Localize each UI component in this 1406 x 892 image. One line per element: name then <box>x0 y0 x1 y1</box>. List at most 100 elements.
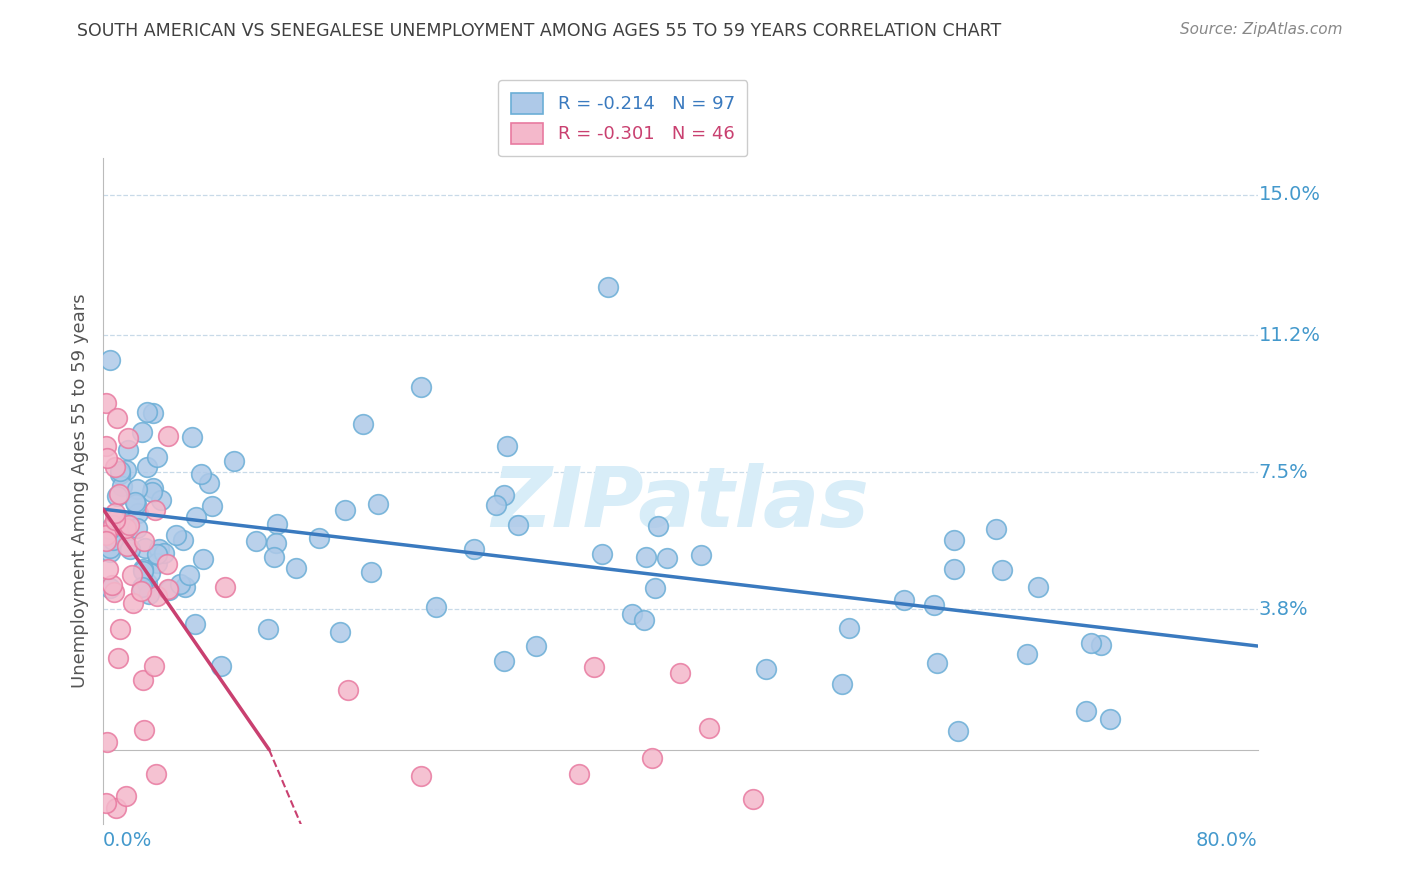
Point <box>132 564 155 578</box>
Point <box>308 531 330 545</box>
Point <box>98 581 121 595</box>
Point <box>214 580 236 594</box>
Point <box>121 568 143 582</box>
Point <box>120 541 142 556</box>
Point <box>129 583 152 598</box>
Point <box>117 431 139 445</box>
Point <box>108 464 131 478</box>
Point <box>96 734 118 748</box>
Point <box>893 593 915 607</box>
Point <box>135 576 157 591</box>
Point <box>927 656 949 670</box>
Point <box>285 561 308 575</box>
Point <box>463 541 485 556</box>
Point <box>135 405 157 419</box>
Point <box>184 510 207 524</box>
Point <box>138 587 160 601</box>
Point <box>367 497 389 511</box>
Point <box>177 568 200 582</box>
Point <box>132 562 155 576</box>
Point <box>263 550 285 565</box>
Point <box>184 616 207 631</box>
Point <box>125 521 148 535</box>
Point <box>97 562 120 576</box>
Point <box>922 598 945 612</box>
Point <box>524 640 547 654</box>
Point <box>755 662 778 676</box>
Point <box>105 411 128 425</box>
Point <box>197 475 219 490</box>
Point <box>690 548 713 562</box>
Point <box>115 516 138 531</box>
Point <box>124 495 146 509</box>
Point <box>492 488 515 502</box>
Point <box>174 581 197 595</box>
Point <box>984 522 1007 536</box>
Point <box>94 528 117 542</box>
Point <box>697 721 720 735</box>
Point <box>1026 580 1049 594</box>
Point <box>633 613 655 627</box>
Point <box>148 541 170 556</box>
Point <box>94 797 117 811</box>
Point <box>114 521 136 535</box>
Point <box>409 769 432 783</box>
Point <box>329 624 352 639</box>
Point <box>143 503 166 517</box>
Text: ZIPatlas: ZIPatlas <box>492 464 869 544</box>
Point <box>145 767 167 781</box>
Point <box>1098 712 1121 726</box>
Point <box>142 481 165 495</box>
Point <box>104 513 127 527</box>
Point <box>496 439 519 453</box>
Point <box>98 529 121 543</box>
Point <box>352 417 374 431</box>
Point <box>165 528 187 542</box>
Point <box>582 659 605 673</box>
Point <box>245 533 267 548</box>
Point <box>98 353 121 368</box>
Point <box>131 673 153 688</box>
Point <box>256 622 278 636</box>
Point <box>157 583 180 598</box>
Point <box>110 622 132 636</box>
Point <box>264 535 287 549</box>
Point <box>838 621 860 635</box>
Point <box>409 380 432 394</box>
Point <box>943 562 966 576</box>
Point <box>153 546 176 560</box>
Point <box>100 577 122 591</box>
Point <box>172 533 194 548</box>
Point <box>1074 704 1097 718</box>
Y-axis label: Unemployment Among Ages 55 to 59 years: Unemployment Among Ages 55 to 59 years <box>72 293 89 688</box>
Point <box>1090 638 1112 652</box>
Point <box>146 589 169 603</box>
Point <box>647 518 669 533</box>
Text: SOUTH AMERICAN VS SENEGALESE UNEMPLOYMENT AMONG AGES 55 TO 59 YEARS CORRELATION : SOUTH AMERICAN VS SENEGALESE UNEMPLOYMEN… <box>77 22 1001 40</box>
Point <box>117 443 139 458</box>
Point <box>107 651 129 665</box>
Point <box>644 582 666 596</box>
Point <box>131 425 153 439</box>
Point <box>741 792 763 806</box>
Point <box>337 683 360 698</box>
Point <box>266 516 288 531</box>
Point <box>125 482 148 496</box>
Point <box>508 518 530 533</box>
Text: 15.0%: 15.0% <box>1258 186 1320 204</box>
Point <box>101 517 124 532</box>
Point <box>640 751 662 765</box>
Point <box>157 582 180 596</box>
Point <box>485 498 508 512</box>
Point <box>568 766 591 780</box>
Point <box>115 789 138 803</box>
Point <box>105 801 128 815</box>
Point <box>122 595 145 609</box>
Point <box>181 430 204 444</box>
Point <box>94 533 117 548</box>
Text: 11.2%: 11.2% <box>1258 326 1320 345</box>
Point <box>107 489 129 503</box>
Point <box>636 549 658 564</box>
Point <box>131 580 153 594</box>
Point <box>669 665 692 680</box>
